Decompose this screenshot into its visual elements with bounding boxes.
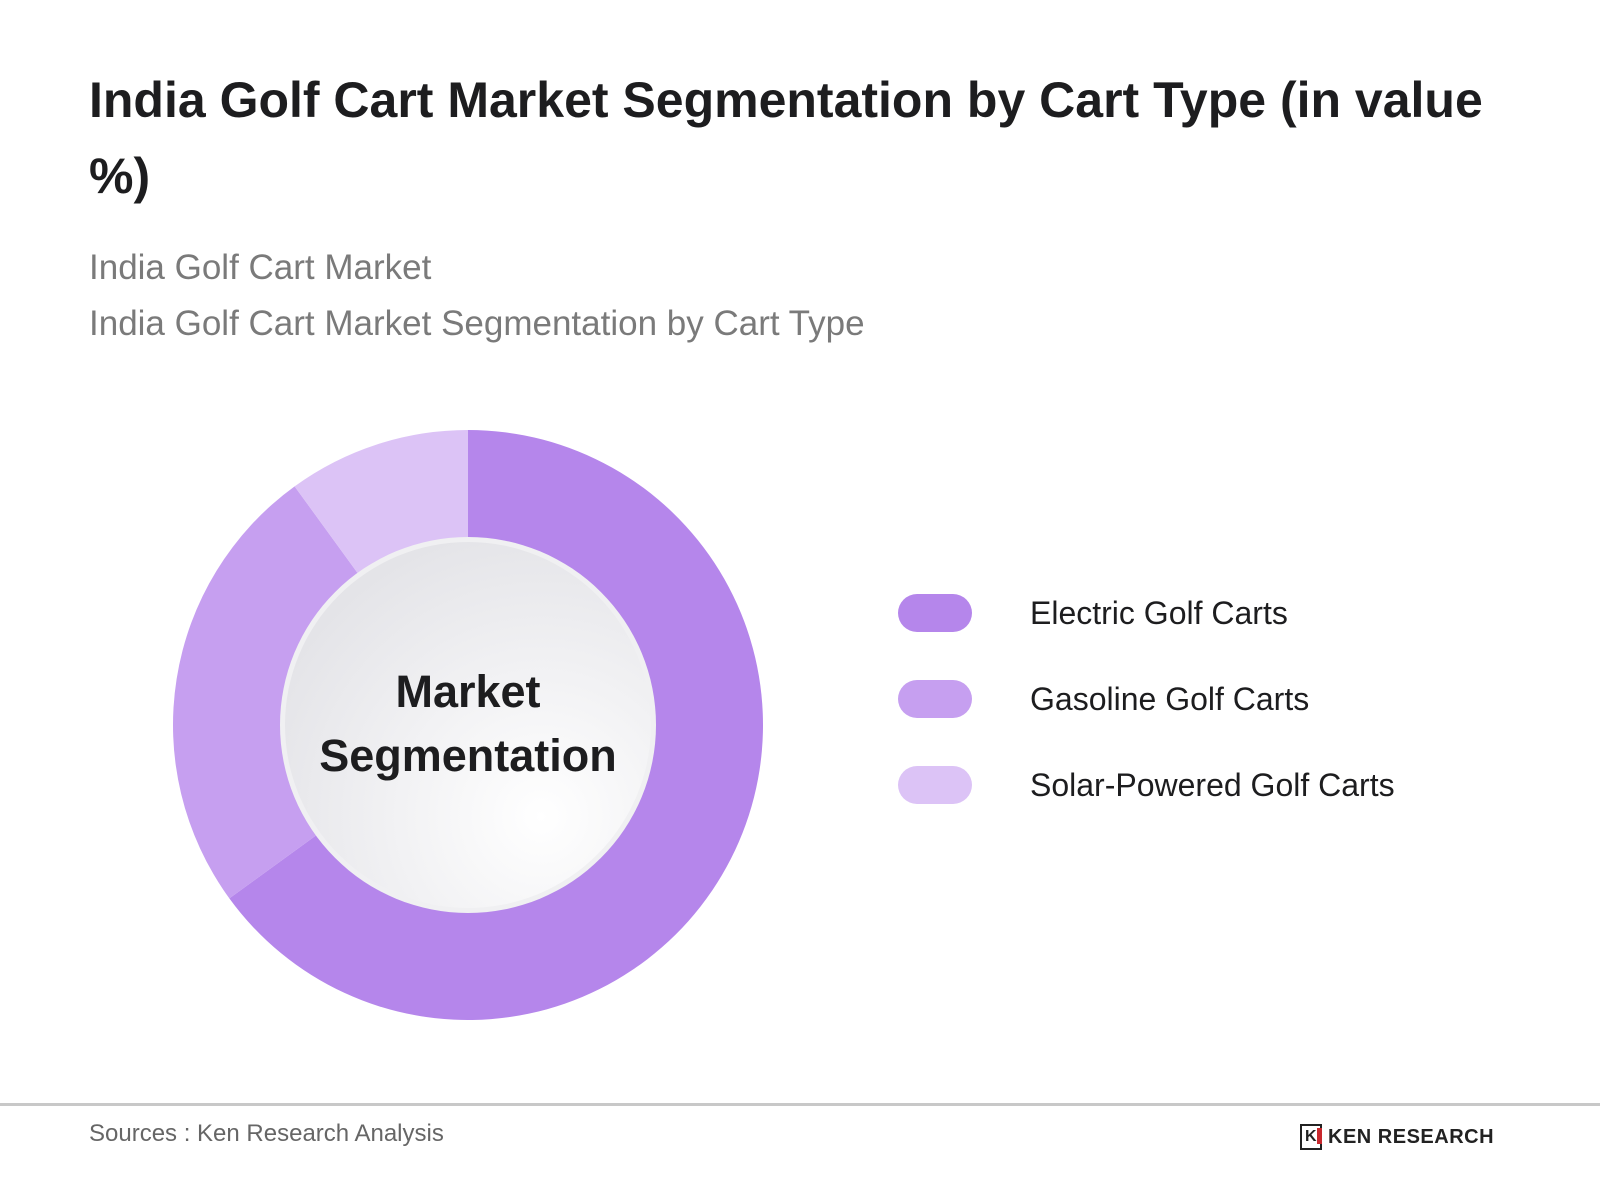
logo-k-icon: K bbox=[1300, 1124, 1322, 1150]
chart-title: India Golf Cart Market Segmentation by C… bbox=[89, 72, 1483, 204]
subtitle-2: India Golf Cart Market Segmentation by C… bbox=[89, 304, 865, 343]
legend-swatch bbox=[898, 680, 972, 718]
legend-item-gasoline: Gasoline Golf Carts bbox=[898, 680, 1309, 718]
ken-research-logo: K KEN RESEARCH bbox=[1300, 1124, 1494, 1150]
footer-divider bbox=[0, 1103, 1600, 1106]
legend-label: Electric Golf Carts bbox=[1030, 594, 1288, 631]
legend-swatch bbox=[898, 766, 972, 804]
subtitle-1: India Golf Cart Market bbox=[89, 248, 432, 287]
logo-text: KEN RESEARCH bbox=[1328, 1125, 1495, 1148]
legend-item-solar: Solar-Powered Golf Carts bbox=[898, 766, 1395, 804]
legend-item-electric: Electric Golf Carts bbox=[898, 594, 1288, 632]
legend-label: Solar-Powered Golf Carts bbox=[1030, 766, 1395, 803]
source-note: Sources : Ken Research Analysis bbox=[89, 1120, 444, 1147]
donut-chart bbox=[173, 430, 763, 1020]
legend-label: Gasoline Golf Carts bbox=[1030, 680, 1310, 717]
legend-swatch bbox=[898, 594, 972, 632]
center-circle bbox=[285, 542, 651, 908]
center-label: Market Segmentation bbox=[319, 666, 617, 781]
